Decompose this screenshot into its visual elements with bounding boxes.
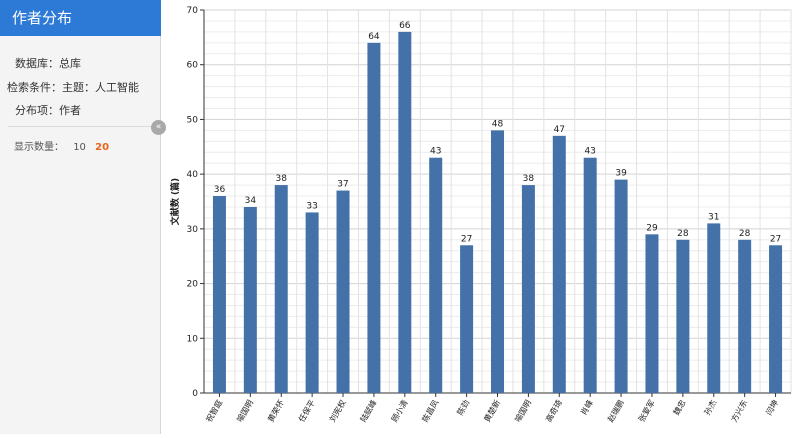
bar (460, 245, 474, 393)
sidebar-title: 作者分布 (0, 0, 161, 36)
bar (367, 42, 381, 393)
bar (552, 135, 566, 394)
sidebar-divider (8, 126, 153, 127)
y-tick-label: 40 (187, 170, 199, 180)
bar (583, 157, 597, 393)
x-tick-label: 肖峰 (578, 398, 595, 417)
database-value: 总库 (59, 57, 81, 70)
bar (212, 196, 226, 393)
x-tick-label: 闫坤 (764, 398, 781, 417)
count-option-20[interactable]: 20 (95, 142, 110, 153)
bar (676, 239, 690, 393)
x-tick-label: 魏忠 (671, 398, 688, 417)
y-tick-label: 70 (187, 6, 199, 16)
x-tick-label: 张爱军 (637, 399, 657, 424)
field-value: 作者 (59, 104, 81, 117)
query-info: 检索条件：主题：人工智能 (0, 79, 161, 95)
count-option-10[interactable]: 10 (73, 142, 86, 153)
x-tick-label: 陈昌凤 (420, 398, 441, 424)
bar-value-label: 33 (306, 201, 317, 211)
bar-value-label: 47 (554, 125, 565, 135)
query-label: 检索条件： (7, 81, 62, 94)
x-tick-label: 喻国明 (234, 398, 255, 424)
bar-value-label: 27 (770, 234, 781, 244)
double-chevron-left-icon[interactable]: « (151, 120, 166, 135)
x-tick-label: 黄荣怀 (265, 398, 286, 424)
field-label: 分布项： (15, 104, 59, 117)
bar-value-label: 39 (615, 169, 627, 179)
bar (521, 185, 535, 393)
x-tick-label: 刘宪权 (327, 398, 348, 424)
bar (429, 157, 443, 393)
bar-value-label: 31 (708, 212, 719, 222)
x-tick-label: 任保平 (296, 398, 317, 424)
bar (305, 212, 319, 393)
bar-value-label: 27 (461, 234, 472, 244)
database-label: 数据库： (15, 57, 59, 70)
y-tick-label: 20 (187, 280, 199, 290)
bar-value-label: 34 (245, 196, 257, 206)
x-tick-label: 陆赋峰 (358, 398, 379, 424)
x-tick-label: 方兴东 (729, 398, 750, 424)
y-axis-label: 文献数 (篇) (169, 178, 181, 226)
bar-value-label: 66 (399, 21, 411, 31)
x-tick-label: 孙杰 (702, 398, 719, 417)
author-distribution-chart: 0 10 20 30 40 50 60 70 文献数 (篇) 36 祝智庭 34 喻国明 38 黄荣怀 33 任… (162, 0, 799, 434)
bar-value-label: 38 (276, 174, 288, 184)
y-tick-label: 10 (187, 334, 199, 344)
bar (769, 245, 783, 393)
query-value: 主题：人工智能 (62, 81, 139, 94)
bar-value-label: 29 (646, 223, 658, 233)
database-info: 数据库：总库 (0, 55, 161, 71)
x-tick-label: 陈劲 (455, 398, 472, 417)
bar (398, 31, 412, 394)
bar-value-label: 37 (337, 180, 348, 190)
x-tick-label: 祝智庭 (204, 398, 225, 424)
bar-value-label: 28 (677, 229, 689, 239)
bar (243, 206, 257, 393)
bar (738, 239, 752, 393)
display-count-row: 显示数量： 10 20 (14, 138, 109, 153)
x-tick-label: 喻国明 (512, 398, 533, 424)
bar (707, 223, 721, 393)
bar (614, 179, 628, 393)
field-info: 分布项：作者 (0, 102, 161, 118)
y-tick-label: 0 (192, 389, 198, 399)
bar (645, 234, 659, 393)
x-tick-label: 赵瑞鹏 (605, 398, 626, 424)
bar-value-label: 28 (739, 229, 751, 239)
bar (274, 185, 288, 393)
x-tick-label: 顾小清 (389, 398, 410, 424)
y-tick-label: 30 (187, 225, 199, 235)
y-tick-label: 60 (187, 61, 199, 71)
bar (491, 130, 504, 393)
bar-value-label: 48 (492, 119, 504, 129)
bar-value-label: 43 (584, 147, 595, 157)
y-tick-label: 50 (187, 115, 199, 125)
bar (336, 190, 350, 393)
sidebar-panel: 作者分布 数据库：总库 检索条件：主题：人工智能 分布项：作者 显示数量： 10… (0, 0, 161, 434)
bar-value-label: 38 (523, 174, 535, 184)
bar-value-label: 36 (214, 185, 226, 195)
bar-value-label: 43 (430, 147, 441, 157)
bar-value-label: 64 (368, 32, 380, 42)
x-tick-label: 高奇琦 (543, 398, 564, 424)
bar-chart-svg: 0 10 20 30 40 50 60 70 文献数 (篇) 36 祝智庭 34 喻国明 38 黄荣怀 33 任… (169, 6, 792, 424)
display-count-label: 显示数量： (14, 142, 64, 153)
x-tick-label: 黄楚新 (482, 398, 503, 424)
